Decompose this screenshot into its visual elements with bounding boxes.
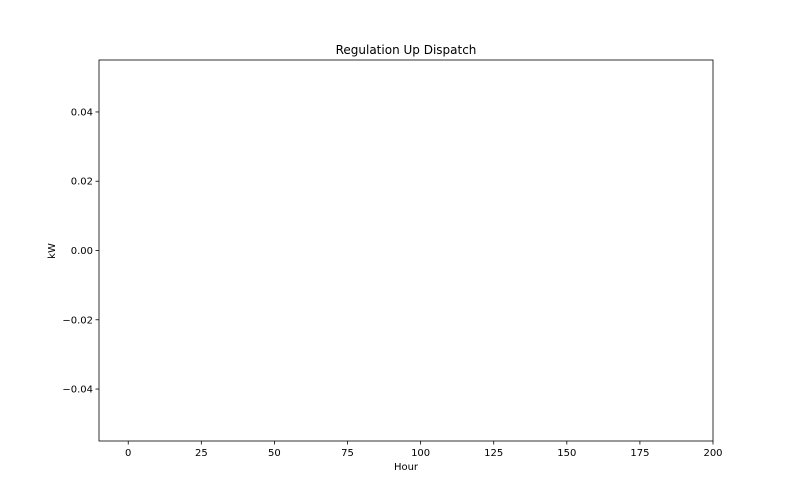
y-tick-label: 0.00 — [71, 246, 93, 257]
y-axis-label: kW — [47, 243, 58, 259]
y-tick-label: 0.04 — [71, 107, 93, 118]
x-tick-label: 200 — [703, 448, 722, 459]
x-tick-label: 150 — [557, 448, 576, 459]
x-axis-ticks: 0 25 50 75 100 125 150 175 200 — [125, 441, 723, 459]
x-tick-label: 175 — [630, 448, 649, 459]
y-tick-label: −0.02 — [62, 315, 93, 326]
plot-area — [98, 59, 714, 442]
x-tick-label: 25 — [195, 448, 208, 459]
y-tick-label: 0.02 — [71, 177, 93, 188]
x-tick-label: 100 — [411, 448, 430, 459]
x-tick-label: 125 — [484, 448, 503, 459]
x-axis-label: Hour — [394, 462, 419, 473]
x-tick-label: 0 — [125, 448, 131, 459]
plot-background — [99, 60, 713, 441]
x-tick-label: 75 — [341, 448, 354, 459]
chart-title: Regulation Up Dispatch — [336, 43, 477, 57]
x-tick-label: 50 — [268, 448, 281, 459]
y-tick-label: −0.04 — [62, 385, 93, 396]
y-axis-ticks: −0.04 −0.02 0.00 0.02 0.04 — [62, 107, 99, 396]
